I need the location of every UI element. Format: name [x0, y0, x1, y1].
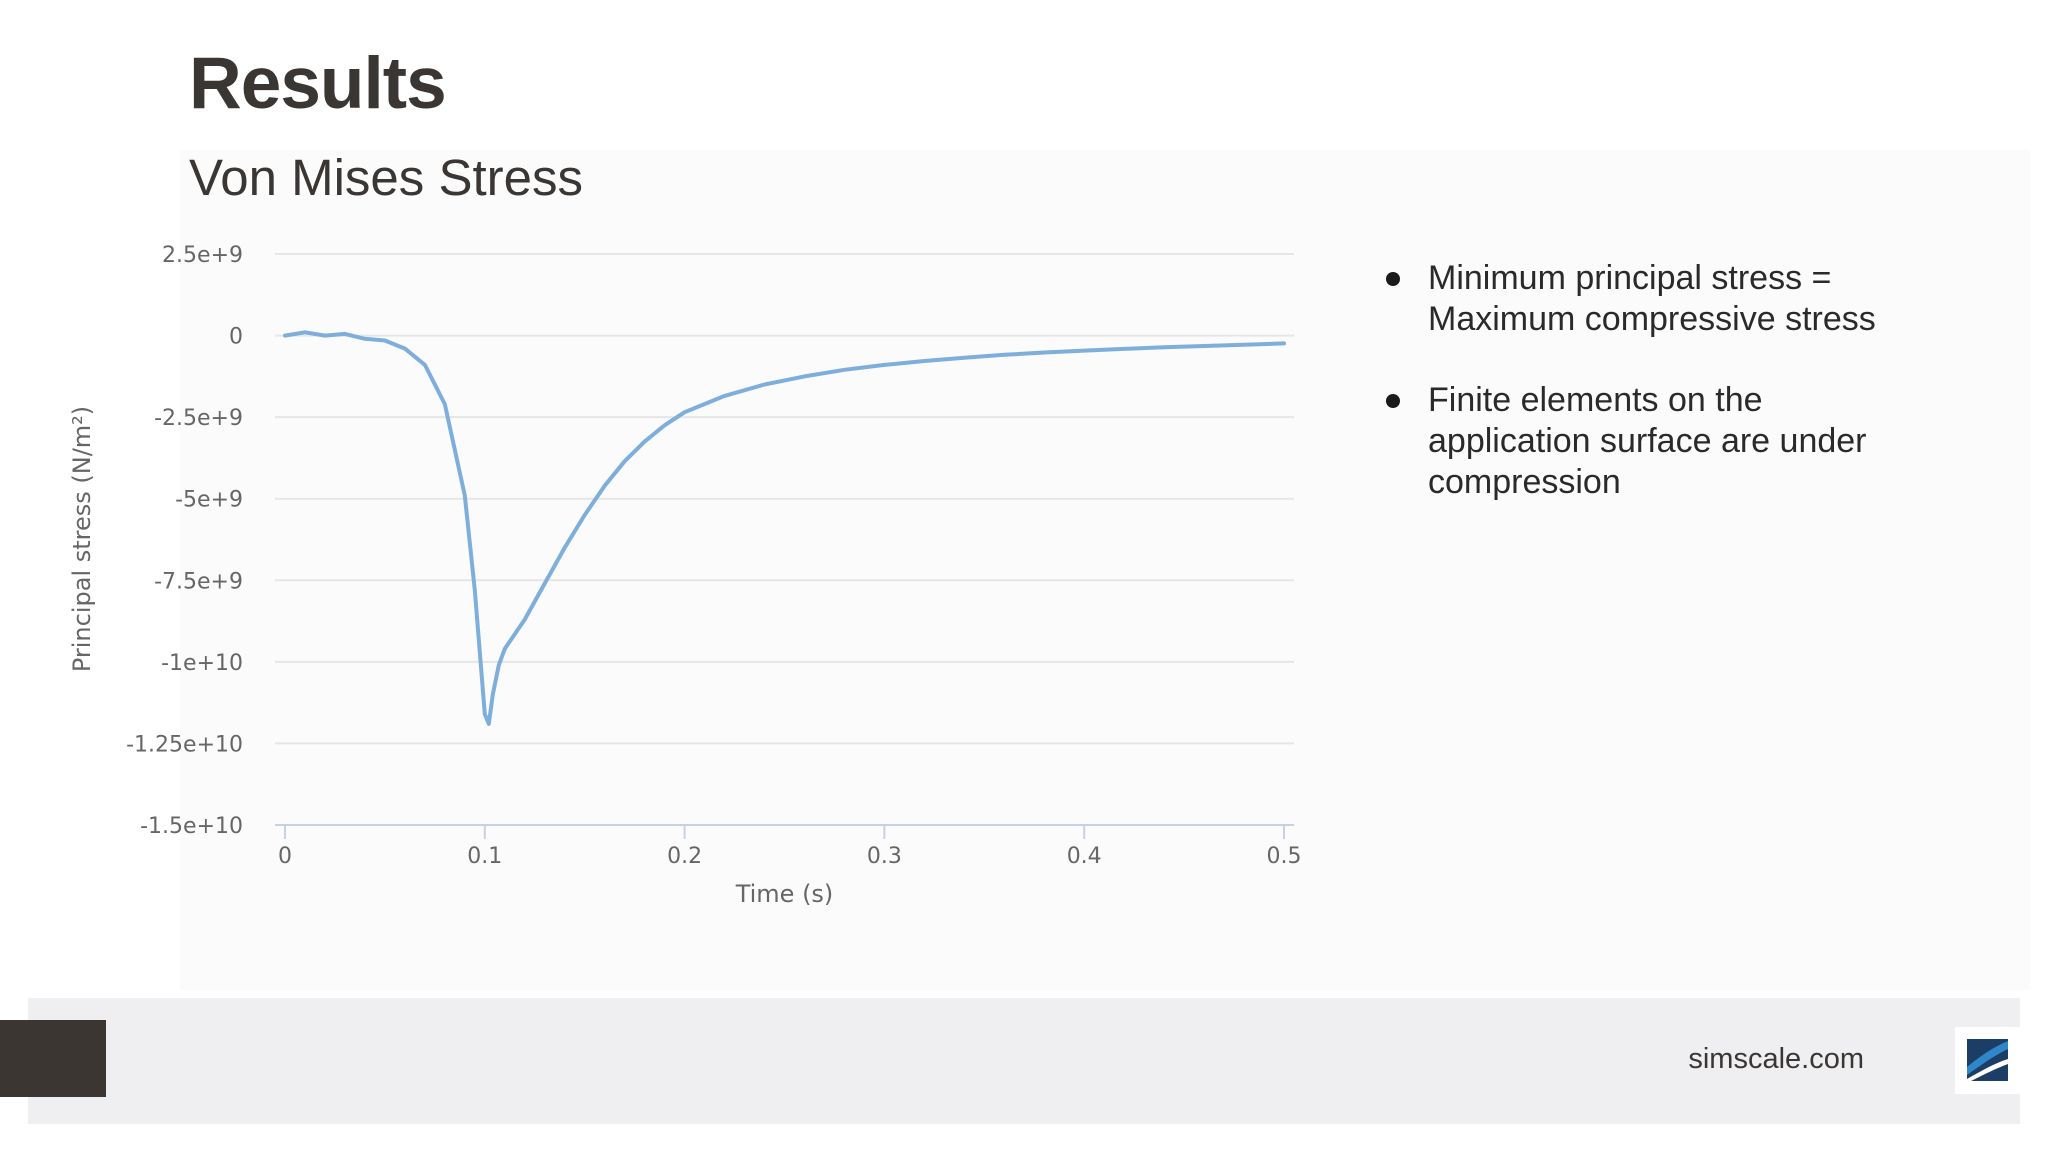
x-tick-label: 0.3	[867, 844, 902, 869]
x-axis-tick-labels: 0 0.1 0.2 0.3 0.4 0.5	[278, 844, 1302, 869]
x-tick-label: 0.5	[1267, 844, 1302, 869]
y-tick-label: -7.5e+9	[154, 569, 243, 594]
y-tick-label: -5e+9	[175, 488, 243, 513]
x-axis-title: Time (s)	[735, 880, 834, 908]
footer-bar	[28, 998, 2020, 1124]
bullet-list: Minimum principal stress = Maximum compr…	[1380, 258, 1900, 543]
x-tick-label: 0	[278, 844, 292, 869]
y-tick-label: 0	[229, 325, 243, 350]
y-axis-title: Principal stress (N/m²)	[68, 406, 96, 672]
x-tick-label: 0.2	[667, 844, 702, 869]
chart-gridlines	[275, 253, 1294, 745]
y-tick-label: -2.5e+9	[154, 406, 243, 431]
y-tick-label: -1.5e+10	[140, 814, 243, 839]
x-tick-label: 0.1	[467, 844, 502, 869]
y-axis-tick-labels: 2.5e+9 0 -2.5e+9 -5e+9 -7.5e+9 -1e+10 -1.25e+1…	[126, 243, 243, 839]
slide-background	[180, 150, 2030, 990]
y-tick-label: -1e+10	[161, 651, 243, 676]
y-tick-label: -1.25e+10	[126, 732, 243, 757]
footer-website-link[interactable]: simscale.com	[1688, 1043, 1864, 1075]
y-tick-label: 2.5e+9	[162, 243, 243, 268]
footer-accent-block	[0, 1020, 106, 1097]
slide-subtitle: Von Mises Stress	[189, 149, 583, 206]
bullet-item: Finite elements on the application surfa…	[1380, 380, 1900, 503]
simscale-logo-icon	[1955, 1027, 2020, 1094]
principal-stress-line	[283, 330, 1286, 726]
bullet-dot-icon	[1386, 394, 1400, 408]
bullet-text: Minimum principal stress = Maximum compr…	[1428, 259, 1876, 338]
slide-title: Results	[189, 43, 447, 124]
x-axis	[275, 824, 1294, 839]
bullet-dot-icon	[1386, 272, 1400, 286]
x-tick-label: 0.4	[1067, 844, 1102, 869]
bullet-item: Minimum principal stress = Maximum compr…	[1380, 258, 1900, 340]
bullet-text: Finite elements on the application surfa…	[1428, 381, 1867, 501]
